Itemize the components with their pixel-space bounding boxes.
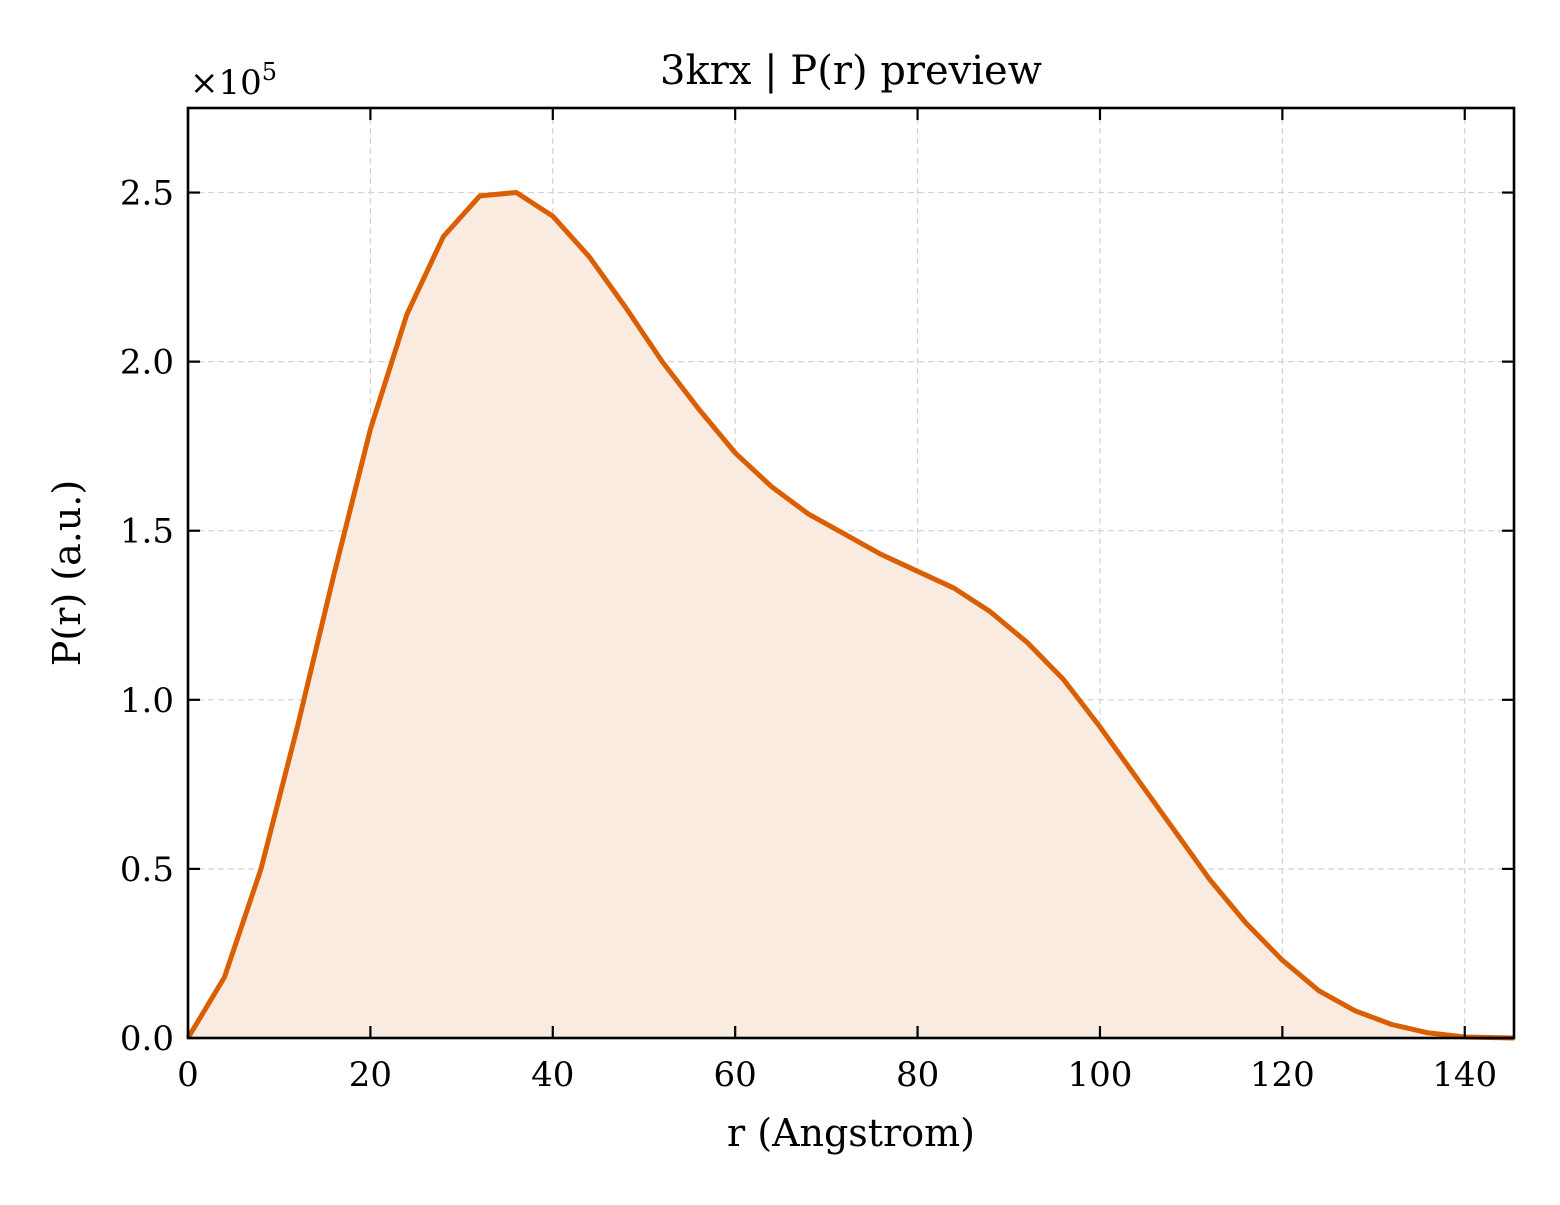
x-tick-label: 60 <box>714 1055 757 1095</box>
series-line <box>185 190 1515 1041</box>
y-scale-factor-label: ×105 <box>190 58 277 103</box>
x-tick-label: 100 <box>1068 1055 1133 1095</box>
y-tick-label: 1.0 <box>120 681 174 721</box>
y-scale-factor-base: ×10 <box>190 63 262 103</box>
y-tick-label: 0.0 <box>120 1019 174 1059</box>
plot-frame <box>186 106 1516 1040</box>
x-tick-label: 140 <box>1432 1055 1497 1095</box>
x-tick-label: 40 <box>531 1055 574 1095</box>
chart-title: 3krx | P(r) preview <box>660 48 1042 94</box>
x-tick-label: 120 <box>1250 1055 1315 1095</box>
x-tick-label: 20 <box>349 1055 392 1095</box>
x-axis-label: r (Angstrom) <box>727 1111 975 1155</box>
y-tick-label: 0.5 <box>120 850 174 890</box>
x-tick-label: 80 <box>896 1055 939 1095</box>
x-tick-label: 0 <box>177 1055 199 1095</box>
y-tick-label: 1.5 <box>120 512 174 552</box>
y-scale-factor-exponent: 5 <box>262 58 277 86</box>
y-axis-label: P(r) (a.u.) <box>45 480 89 666</box>
y-tick-label: 2.0 <box>120 343 174 383</box>
series-area-fill <box>188 192 1514 1038</box>
ticks: 0 20 40 60 80 100 120 140 0.0 0.5 1.0 1.5 2.0 2.5 <box>120 108 1514 1095</box>
y-tick-label: 2.5 <box>120 174 174 214</box>
